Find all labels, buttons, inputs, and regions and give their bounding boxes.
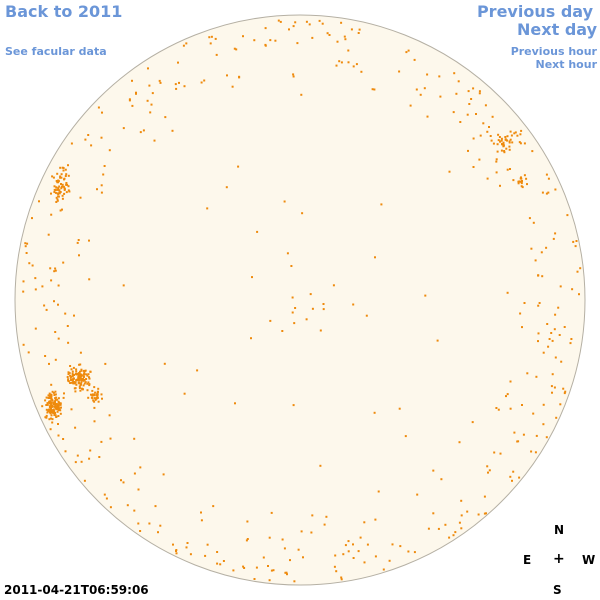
observation-timestamp: 2011-04-21T06:59:06	[4, 583, 149, 597]
next-hour-link[interactable]: Next hour	[535, 58, 598, 71]
compass-south-label: S	[553, 583, 562, 597]
solar-disk	[14, 14, 586, 586]
compass-east-label: E	[523, 553, 532, 567]
previous-hour-link[interactable]: Previous hour	[510, 45, 597, 58]
sunspot-markers	[22, 19, 582, 583]
see-facular-data-link[interactable]: See facular data	[5, 45, 107, 58]
back-to-year-link[interactable]: Back to 2011	[5, 2, 123, 21]
compass-north-label: N	[554, 523, 565, 537]
compass-center-icon: +	[553, 551, 565, 567]
previous-day-link[interactable]: Previous day	[476, 2, 593, 21]
compass-west-label: W	[582, 553, 596, 567]
next-day-link[interactable]: Next day	[517, 20, 597, 39]
